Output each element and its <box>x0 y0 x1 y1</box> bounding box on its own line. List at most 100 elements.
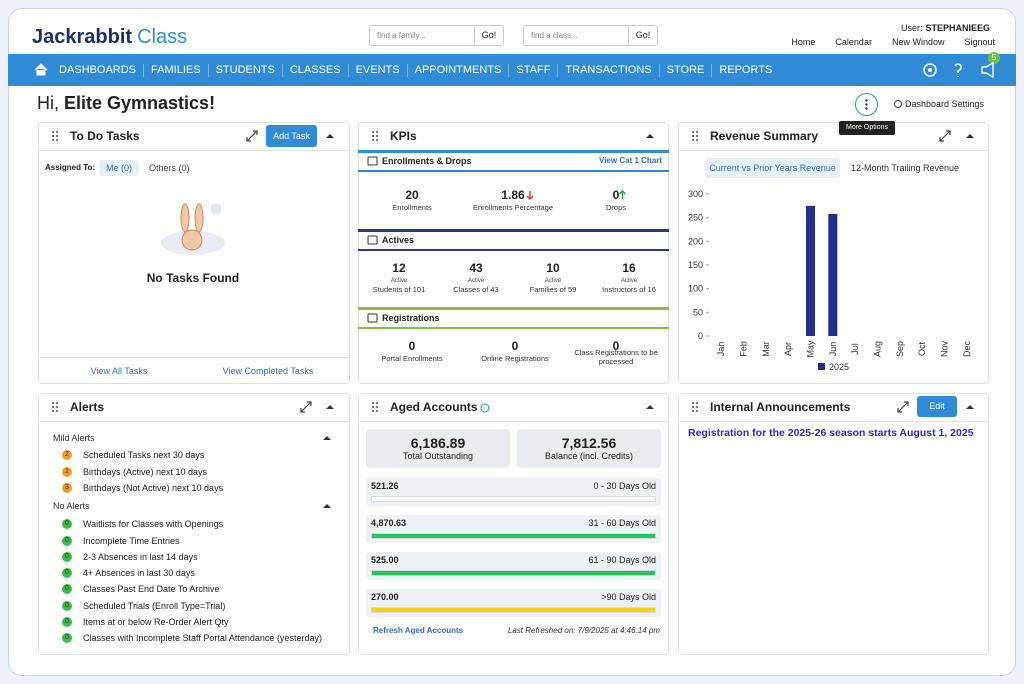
kpi-label: Instructors of 16 <box>602 285 656 294</box>
alert-text[interactable]: Birthdays (Not Active) next 10 days <box>83 483 224 493</box>
summary-label: Total Outstanding <box>402 451 474 461</box>
alert-text[interactable]: Birthdays (Active) next 10 days <box>83 467 208 477</box>
add-task-button[interactable]: Add Task <box>266 125 317 147</box>
announcement-text: Registration for the 2025-26 season star… <box>688 427 974 439</box>
panel <box>678 393 989 655</box>
logo-sub: Class <box>137 26 188 48</box>
alert-text[interactable]: 2-3 Absences in last 14 days <box>83 552 198 562</box>
bucket-bar <box>371 533 656 539</box>
panel <box>38 393 350 655</box>
logo: Jackrabbit Class <box>32 25 187 49</box>
nav-item[interactable]: EVENTS <box>347 63 407 77</box>
panel-title: KPIs <box>390 129 417 143</box>
alert-group-title: Mild Alerts <box>53 433 95 443</box>
bucket-amount: 525.00 <box>371 555 399 565</box>
nav-item[interactable]: TRANSACTIONS <box>557 63 658 77</box>
panel-header-line <box>678 421 989 422</box>
go-button[interactable]: Go! <box>628 25 658 46</box>
others-filter[interactable]: Others (0) <box>149 163 190 173</box>
nav-item[interactable]: REPORTS <box>711 63 779 77</box>
alert-text[interactable]: Classes Past End Date To Archive <box>83 584 220 594</box>
header-link[interactable]: Home <box>791 37 816 47</box>
tooltip: More Options <box>839 121 895 135</box>
alert-text[interactable]: Scheduled Tasks next 30 days <box>83 450 205 460</box>
header-link[interactable]: Signout <box>964 37 995 47</box>
kpi-value: 43 <box>469 261 483 275</box>
me-filter[interactable]: Me (0) <box>99 160 139 176</box>
nav-item[interactable]: DASHBOARDS <box>59 63 137 76</box>
alert-badge: 0 <box>62 617 72 627</box>
summary-label: Balance (incl. Credits) <box>544 451 634 461</box>
kpi-value: 0 <box>612 188 620 202</box>
alert-text[interactable]: Waitlists for Classes with Openings <box>83 519 224 529</box>
alert-badge: 0 <box>62 552 72 562</box>
section-border <box>358 229 669 232</box>
edit-button[interactable]: Edit <box>917 396 957 417</box>
nav-item[interactable]: APPOINTMENTS <box>406 63 509 77</box>
alert-text[interactable]: Classes with Incomplete Staff Portal Att… <box>83 633 322 643</box>
alert-text[interactable]: Scheduled Trials (Enroll Type=Trial) <box>83 601 226 611</box>
dashboard-settings[interactable]: Dashboard Settings <box>905 99 985 109</box>
section-title: Registrations <box>382 313 440 323</box>
nav-item[interactable]: STORE <box>658 63 712 77</box>
panel <box>358 122 669 384</box>
search-input[interactable]: find a class... <box>523 25 629 46</box>
summary-value: 7,812.56 <box>561 435 617 451</box>
bucket-bar <box>371 570 656 576</box>
section-border <box>358 307 669 310</box>
kpi-sub: Active <box>390 278 408 284</box>
alert-text[interactable]: Items at or below Re-Order Alert Qty <box>83 617 229 627</box>
alert-text[interactable]: 4+ Absences in last 30 days <box>83 568 195 578</box>
alert-text[interactable]: Incomplete Time Entries <box>83 536 180 546</box>
kpi-label: Classes of 43 <box>453 285 499 294</box>
greeting-hi: Hi, <box>37 93 59 113</box>
nav-item[interactable]: FAMILIES <box>143 63 208 77</box>
view-completed-tasks[interactable]: View Completed Tasks <box>222 366 314 376</box>
user-info: User: STEPHANIEEG <box>901 21 990 35</box>
todo-footer-line <box>38 357 350 358</box>
panel-title: To Do Tasks <box>70 129 140 143</box>
go-button[interactable]: Go! <box>474 25 504 46</box>
summary-value: 6,186.89 <box>410 435 466 451</box>
alert-badge: 1 <box>62 467 72 477</box>
kpi-label: Students of 101 <box>372 285 426 294</box>
kpi-value: 1.86 <box>501 188 525 202</box>
view-all-tasks[interactable]: View All Tasks <box>90 366 148 376</box>
nav-item[interactable]: CLASSES <box>281 63 348 77</box>
nav-item[interactable]: STAFF <box>508 63 557 77</box>
user-label: User: <box>900 23 923 33</box>
kpi-value: 0 <box>408 339 416 353</box>
header-link[interactable]: Calendar <box>835 37 872 47</box>
empty-message: No Tasks Found <box>146 271 240 285</box>
nav-item[interactable]: STUDENTS <box>207 63 282 77</box>
nav-bar <box>8 54 1016 86</box>
section-border <box>358 150 669 153</box>
kpi-value: 0 <box>612 339 620 353</box>
bucket-amount: 270.00 <box>371 592 399 602</box>
section-title: Enrollments & Drops <box>382 156 472 166</box>
greeting: Hi, Elite Gymnastics! <box>37 93 215 113</box>
bucket-label: 61 - 90 Days Old <box>588 555 656 565</box>
alert-badge: 0 <box>62 584 72 594</box>
bucket-label: >90 Days Old <box>601 592 656 602</box>
alert-badge: 2 <box>62 450 72 460</box>
assigned-to-label: Assigned To: <box>45 163 96 172</box>
section-line <box>358 170 669 172</box>
section-link[interactable]: View Cat 1 Chart <box>599 156 662 165</box>
tab-active[interactable]: Current vs Prior Years Revenue <box>705 158 840 178</box>
greeting-name: Elite Gymnastics! <box>64 93 216 113</box>
more-options-button[interactable] <box>855 93 878 116</box>
kpi-label: Enrollments <box>392 203 432 212</box>
refresh-link[interactable]: Refresh Aged Accounts <box>373 626 464 635</box>
panel-title: Revenue Summary <box>710 129 819 143</box>
bucket-amount: 521.26 <box>371 481 399 491</box>
section-line <box>358 249 669 251</box>
kpi-value: 10 <box>546 261 560 275</box>
bucket-amount: 4,870.63 <box>371 518 407 528</box>
header-link[interactable]: New Window <box>891 37 945 47</box>
search-input[interactable]: find a family... <box>369 25 475 46</box>
tab[interactable]: 12-Month Trailing Revenue <box>851 163 960 173</box>
kpi-label: Enrollments Percentage <box>472 203 554 212</box>
alert-badge: 0 <box>62 519 72 529</box>
